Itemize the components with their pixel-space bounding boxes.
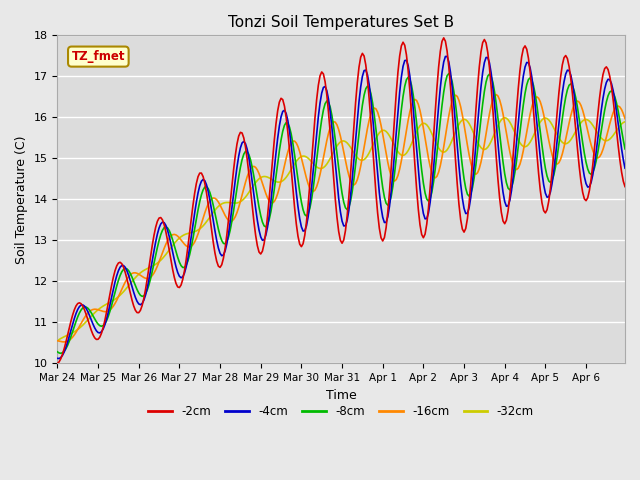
Text: TZ_fmet: TZ_fmet (72, 50, 125, 63)
X-axis label: Time: Time (326, 389, 356, 402)
Y-axis label: Soil Temperature (C): Soil Temperature (C) (15, 135, 28, 264)
Title: Tonzi Soil Temperatures Set B: Tonzi Soil Temperatures Set B (228, 15, 454, 30)
Legend: -2cm, -4cm, -8cm, -16cm, -32cm: -2cm, -4cm, -8cm, -16cm, -32cm (144, 401, 539, 423)
